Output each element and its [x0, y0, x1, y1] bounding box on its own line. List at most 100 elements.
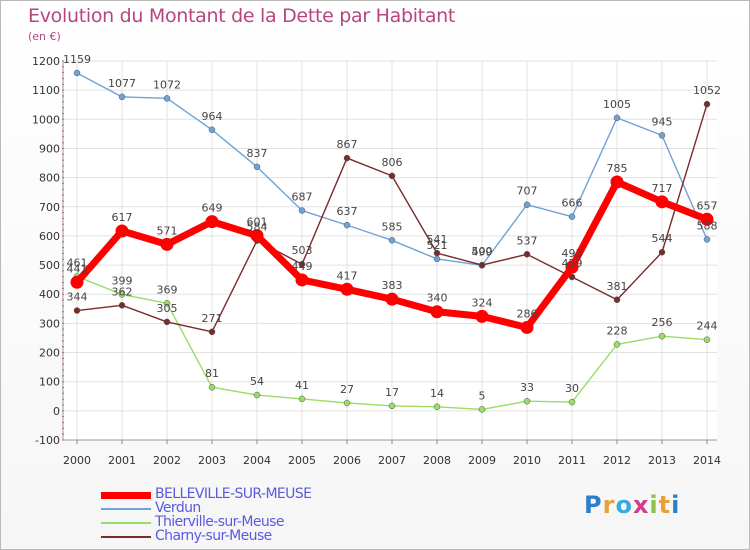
data-point: [208, 126, 216, 134]
data-point: [430, 305, 444, 319]
brand-letter: r: [602, 491, 616, 519]
data-label: 571: [157, 224, 178, 237]
data-point: [115, 224, 129, 238]
data-label: 649: [202, 202, 223, 215]
data-point: [433, 255, 441, 263]
y-tick-label: 900: [39, 142, 60, 155]
data-label: 286: [517, 307, 538, 320]
x-tick-label: 2011: [558, 454, 586, 467]
data-label: 41: [295, 379, 309, 392]
data-label: 637: [337, 205, 358, 218]
y-tick-label: 200: [39, 347, 60, 360]
data-label: 837: [247, 147, 268, 160]
y-tick-label: 400: [39, 288, 60, 301]
data-label: 585: [382, 220, 403, 233]
data-point: [298, 395, 306, 403]
data-point: [340, 282, 354, 296]
data-point: [343, 221, 351, 229]
data-point: [475, 309, 489, 323]
data-point: [343, 154, 351, 162]
data-label: 1072: [153, 78, 181, 91]
legend-label: Verdun: [155, 500, 201, 516]
y-tick-label: 0: [53, 405, 60, 418]
legend-label: Charny-sur-Meuse: [155, 528, 272, 544]
data-label: 499: [472, 245, 493, 258]
data-label: 14: [430, 387, 444, 400]
data-label: 541: [427, 233, 448, 246]
y-tick-label: 1200: [32, 55, 60, 68]
brand-letter: x: [632, 491, 650, 519]
data-point: [208, 383, 216, 391]
data-label: 1005: [603, 98, 631, 111]
data-point: [703, 336, 711, 343]
data-point: [388, 237, 396, 244]
data-point: [658, 332, 666, 340]
data-label: 17: [385, 386, 399, 399]
data-point: [568, 273, 576, 281]
data-label: 1077: [108, 77, 136, 90]
x-tick-label: 2001: [108, 454, 136, 467]
data-label: 441: [67, 262, 88, 275]
x-tick-label: 2006: [333, 454, 361, 467]
data-label-layer: 1159 1077 1072 964 837 687 637 585 521 499 707 666 1…: [63, 53, 721, 402]
data-point: [613, 114, 621, 122]
data-label: 381: [607, 280, 628, 293]
legend-label: BELLEVILLE-SUR-MEUSE: [155, 486, 312, 502]
data-point: [433, 249, 441, 257]
x-tick-label: 2010: [513, 454, 541, 467]
data-point: [163, 300, 171, 307]
data-point: [388, 172, 396, 180]
data-point: [433, 403, 441, 411]
data-label: 785: [607, 162, 628, 175]
brand-logo: Proxiti: [584, 491, 680, 519]
data-point: [568, 213, 576, 220]
data-label: 399: [112, 275, 133, 288]
data-point: [73, 307, 81, 314]
data-label: 707: [517, 185, 538, 198]
y-tick-label: -100: [35, 434, 60, 447]
data-label: 256: [652, 316, 673, 329]
data-label: 459: [562, 257, 583, 270]
data-point: [703, 236, 711, 243]
legend-swatch: [101, 536, 151, 538]
data-point: [613, 341, 621, 348]
brand-letter: o: [615, 491, 633, 519]
legend-label: Thierville-sur-Meuse: [155, 514, 284, 530]
legend-swatch: [101, 492, 151, 499]
data-label: 537: [517, 234, 538, 247]
data-label: 305: [157, 302, 178, 315]
y-tick-label: 600: [39, 230, 60, 243]
data-label: 687: [292, 191, 313, 204]
x-tick-label: 2012: [603, 454, 631, 467]
x-tick-label: 2003: [198, 454, 226, 467]
data-point: [610, 175, 624, 189]
brand-letter: t: [658, 491, 672, 519]
data-point: [160, 237, 174, 251]
data-label: 81: [205, 367, 219, 380]
y-tick-label: 300: [39, 317, 60, 330]
data-point: [298, 207, 306, 214]
brand-letter: i: [649, 491, 659, 519]
data-point: [523, 397, 531, 405]
data-label: 964: [202, 110, 223, 123]
data-label: 657: [697, 199, 718, 212]
data-point: [253, 163, 261, 171]
data-label: 228: [607, 324, 628, 337]
data-label: 461: [67, 256, 88, 269]
data-label: 601: [247, 216, 268, 229]
y-tick-label: 700: [39, 201, 60, 214]
data-label: 33: [520, 381, 534, 394]
data-label: 5: [479, 389, 486, 402]
data-label: 340: [427, 292, 448, 305]
data-label: 945: [652, 115, 673, 128]
data-point: [70, 275, 84, 289]
data-point: [163, 95, 171, 102]
brand-letter: P: [584, 491, 603, 519]
x-tick-label: 2013: [648, 454, 676, 467]
data-label: 324: [472, 296, 493, 309]
data-label: 717: [652, 182, 673, 195]
data-label: 521: [427, 239, 448, 252]
data-label: 867: [337, 138, 358, 151]
y-tick-label: 1100: [32, 84, 60, 97]
